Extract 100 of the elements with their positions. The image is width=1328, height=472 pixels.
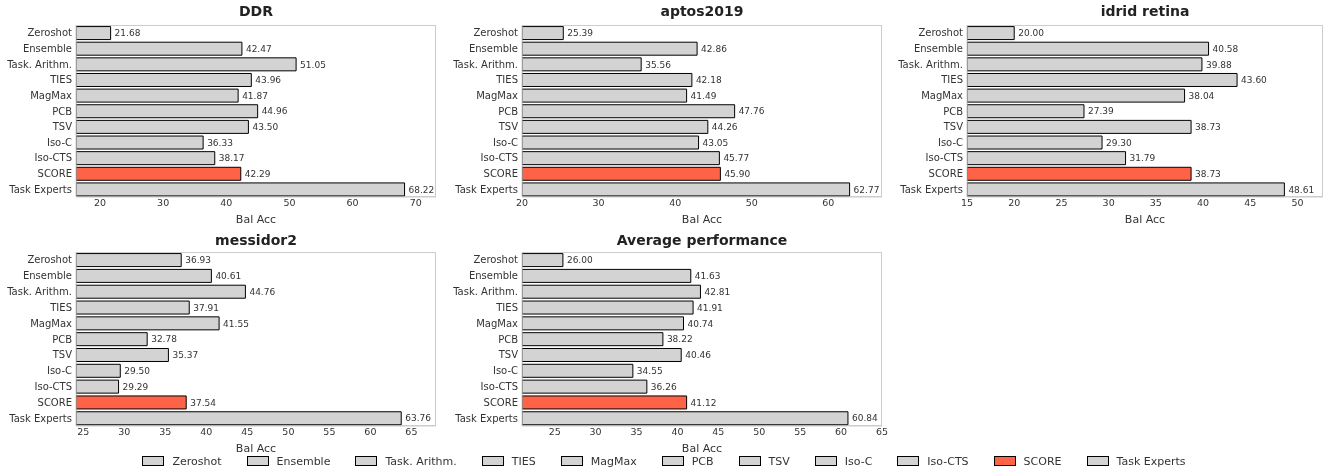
y-tick-label: MagMax: [921, 89, 964, 101]
data-label: 40.74: [687, 318, 714, 329]
x-tick-label: 45: [1244, 196, 1257, 208]
y-tick-label: Ensemble: [913, 42, 963, 54]
data-label: 44.76: [249, 286, 276, 297]
x-tick-label: 45: [241, 425, 254, 437]
y-tick-label: Ensemble: [468, 270, 518, 282]
y-tick-label: TSV: [51, 349, 73, 361]
y-tick-label: TSV: [942, 121, 964, 133]
x-tick-label: 60: [364, 425, 377, 437]
data-label: 38.73: [1195, 122, 1221, 133]
y-tick-label: TIES: [495, 301, 518, 313]
x-tick-label: 65: [875, 425, 889, 437]
data-label: 38.22: [666, 334, 693, 345]
data-label: 31.79: [1129, 153, 1156, 164]
data-label: 48.61: [1288, 184, 1315, 195]
y-tick-label: Task Experts: [8, 183, 72, 195]
legend-label: Task. Arithm.: [385, 454, 457, 468]
x-axis-title: Bal Acc: [1124, 213, 1166, 226]
data-label: 42.86: [701, 43, 728, 54]
y-tick-label: Ensemble: [468, 42, 518, 54]
x-tick-label: 60: [835, 425, 848, 437]
x-tick-label: 30: [589, 425, 602, 437]
data-label: 47.76: [738, 106, 765, 117]
x-tick-label: 50: [1291, 196, 1304, 208]
data-label: 29.50: [124, 366, 151, 376]
y-tick-label: MagMax: [476, 89, 519, 101]
y-tick-label: MagMax: [30, 89, 73, 101]
data-label: 63.76: [405, 413, 432, 424]
data-label: 51.05: [300, 59, 326, 70]
chart-title: aptos2019: [659, 2, 745, 21]
data-label: 41.87: [242, 90, 268, 101]
data-label: 32.78: [151, 334, 178, 345]
y-tick-label: Task. Arithm.: [6, 286, 72, 298]
data-label: 20.00: [1018, 28, 1045, 39]
y-tick-label: PCB: [498, 105, 519, 117]
y-tick-label: Zeroshot: [473, 27, 519, 39]
x-tick-label: 50: [283, 196, 296, 208]
y-tick-label: Ensemble: [22, 270, 72, 282]
data-label: 43.50: [252, 122, 279, 133]
data-label: 37.91: [193, 302, 220, 313]
y-tick-label: MagMax: [476, 317, 519, 329]
data-label: 41.55: [223, 318, 249, 329]
y-tick-label: TSV: [497, 121, 519, 133]
data-label: 35.37: [172, 350, 199, 361]
x-tick-label: 40: [1197, 196, 1210, 208]
data-label: 39.88: [1205, 59, 1232, 70]
x-tick-label: 45: [712, 425, 725, 437]
y-tick-label: Iso-C: [46, 365, 73, 377]
x-tick-label: 55: [323, 425, 336, 437]
y-tick-label: Iso-CTS: [34, 380, 72, 392]
y-tick-label: Iso-C: [492, 365, 519, 377]
x-tick-label: 20: [515, 196, 529, 208]
y-tick-label: Task. Arithm.: [452, 58, 518, 70]
data-label: 25.39: [567, 28, 594, 39]
legend-label: PCB: [691, 454, 714, 468]
data-label: 40.58: [1212, 43, 1239, 54]
legend-label: Iso-C: [844, 454, 873, 468]
y-tick-label: Iso-C: [46, 136, 73, 148]
y-tick-label: SCORE: [483, 396, 518, 408]
y-tick-label: Task. Arithm.: [6, 58, 72, 70]
y-tick-label: Iso-CTS: [34, 152, 72, 164]
y-tick-label: PCB: [52, 105, 73, 117]
chart-title: Average performance: [615, 231, 789, 250]
x-tick-label: 70: [409, 196, 422, 208]
legend-label: Task Experts: [1116, 454, 1186, 468]
data-label: 38.17: [218, 153, 245, 164]
data-label: 43.96: [255, 75, 282, 86]
chart-title: idrid retina: [1099, 2, 1191, 21]
x-axis-title: Bal Acc: [235, 213, 277, 226]
x-tick-label: 25: [77, 425, 90, 437]
y-tick-label: TSV: [497, 349, 519, 361]
x-axis-title: Bal Acc: [681, 442, 723, 455]
legend-label: MagMax: [590, 454, 637, 468]
y-tick-label: PCB: [498, 333, 519, 345]
x-tick-label: 50: [282, 425, 295, 437]
data-label: 27.39: [1088, 106, 1115, 117]
y-tick-label: Task Experts: [899, 183, 963, 195]
y-tick-label: TIES: [940, 74, 963, 86]
y-tick-label: MagMax: [30, 317, 73, 329]
y-tick-label: SCORE: [928, 168, 963, 180]
y-tick-label: PCB: [52, 333, 73, 345]
y-tick-label: TSV: [51, 121, 73, 133]
x-tick-label: 40: [669, 196, 682, 208]
x-tick-label: 40: [671, 425, 684, 437]
y-tick-label: Task Experts: [8, 412, 72, 424]
x-tick-label: 30: [118, 425, 131, 437]
data-label: 36.26: [650, 381, 677, 392]
chart-title: DDR: [238, 2, 274, 21]
legend-label: TSV: [768, 454, 790, 468]
y-tick-label: Zeroshot: [918, 27, 964, 39]
x-tick-label: 30: [157, 196, 170, 208]
data-label: 40.61: [215, 271, 242, 282]
y-tick-label: Task. Arithm.: [897, 58, 963, 70]
data-label: 34.55: [636, 366, 663, 376]
y-tick-label: Iso-CTS: [925, 152, 963, 164]
x-tick-label: 60: [346, 196, 359, 208]
x-tick-label: 15: [960, 196, 974, 208]
x-tick-label: 40: [200, 425, 213, 437]
x-axis-title: Bal Acc: [681, 213, 723, 226]
